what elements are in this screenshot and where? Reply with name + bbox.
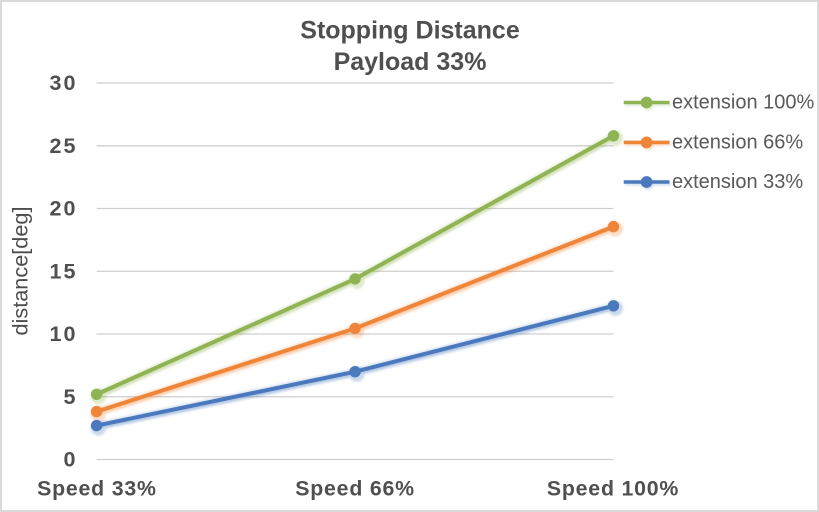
svg-text:extension 66%: extension 66% — [672, 132, 803, 154]
svg-text:Speed 100%: Speed 100% — [547, 477, 679, 501]
svg-text:Stopping Distance: Stopping Distance — [300, 16, 520, 44]
svg-text:extension 100%: extension 100% — [672, 92, 815, 114]
svg-text:distance[deg]: distance[deg] — [7, 206, 32, 335]
svg-text:0: 0 — [64, 448, 76, 472]
svg-text:Speed 33%: Speed 33% — [37, 477, 157, 501]
svg-text:extension 33%: extension 33% — [672, 171, 803, 193]
svg-text:Payload 33%: Payload 33% — [334, 48, 487, 76]
svg-text:5: 5 — [64, 385, 76, 409]
svg-text:Speed 66%: Speed 66% — [295, 477, 415, 501]
